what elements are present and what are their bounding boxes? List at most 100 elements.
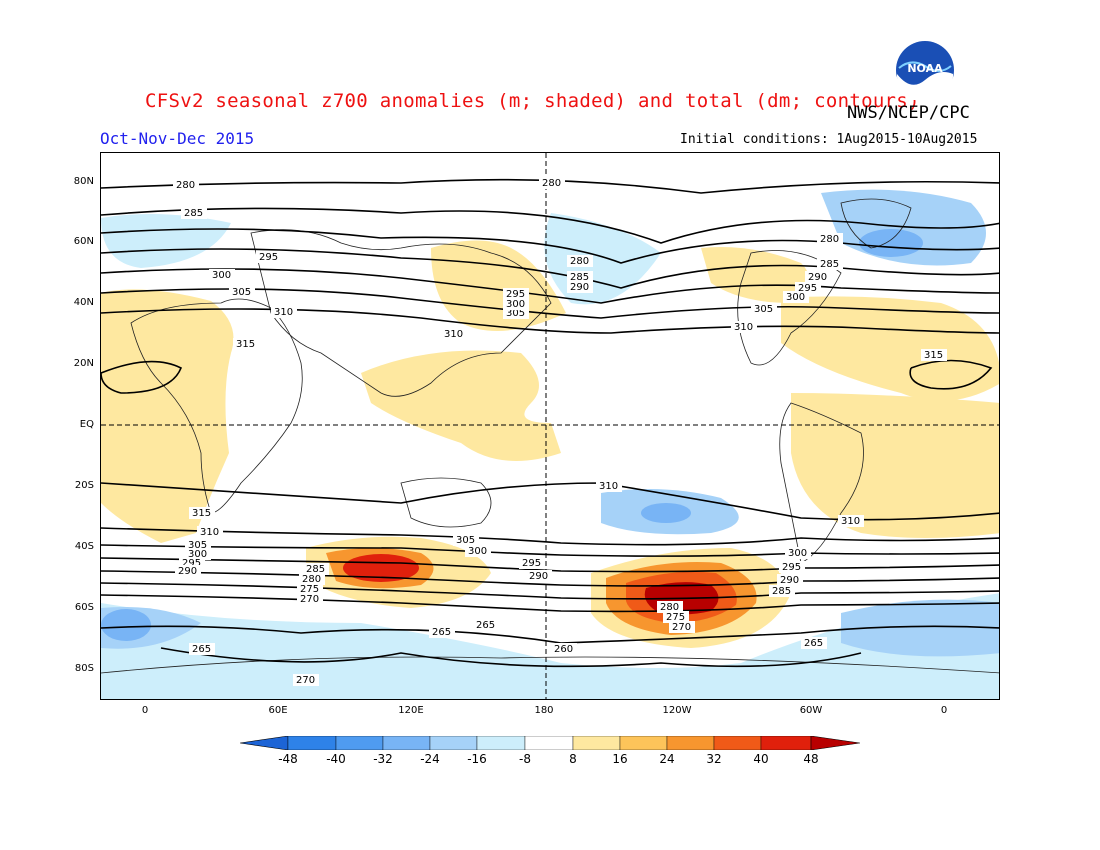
contour-label: 315 [192, 508, 211, 519]
contour-label: 305 [232, 287, 251, 298]
contour-label: 300 [506, 299, 525, 310]
colorbar-bin [713, 735, 762, 751]
contour-label: 300 [786, 292, 805, 303]
anomaly-south-pacific-neg-core [641, 503, 691, 523]
contour-label: 285 [820, 259, 839, 270]
contour-label: 300 [788, 548, 807, 559]
anomaly-north-pacific [701, 247, 809, 303]
contour-labels: 280 285 295 300 305 310 315 310 305 300 … [173, 177, 947, 686]
map-title: CFSv2 seasonal z700 anomalies (m; shaded… [145, 90, 920, 112]
noaa-logo-text: NOAA [907, 62, 943, 75]
contour-label: 285 [184, 208, 203, 219]
lon-label-120w: 120W [662, 705, 692, 716]
lon-label-0-west: 0 [141, 705, 149, 716]
colorbar-label: -8 [519, 752, 531, 766]
lat-label-60n: 60N [73, 236, 94, 247]
anomaly-west-pacific [361, 350, 561, 461]
contour-label: 310 [444, 329, 463, 340]
lat-label-40s: 40S [74, 541, 94, 552]
colorbar-label: 40 [753, 752, 769, 766]
lat-label-60s: 60S [74, 602, 94, 613]
contour-label: 290 [808, 272, 827, 283]
contour-label: 265 [192, 644, 211, 655]
contour-label: 285 [306, 564, 325, 575]
contour-label: 285 [772, 586, 791, 597]
contour-label: 305 [506, 308, 525, 319]
lat-label-20n: 20N [73, 358, 94, 369]
anomaly-antarctic-west-core [101, 609, 151, 641]
contour-label: 295 [522, 558, 541, 569]
contour-label: 280 [176, 180, 195, 191]
colorbar-bin [572, 735, 621, 751]
contour-label: 310 [841, 516, 860, 527]
lat-label-80n: 80N [73, 176, 94, 187]
colorbar-label: 24 [659, 752, 675, 766]
colorbar-label: -16 [467, 752, 487, 766]
colorbar-arrow-right [810, 735, 861, 751]
colorbar-bin [287, 735, 337, 751]
initial-conditions-label: Initial conditions: 1Aug2015-10Aug2015 [680, 132, 978, 147]
contour-label: 290 [529, 571, 548, 582]
anomaly-east-asia [431, 240, 566, 331]
contour-label: 275 [300, 584, 319, 595]
anomaly-south-america [791, 393, 999, 538]
contour-label: 310 [274, 307, 293, 318]
colorbar-bin [476, 735, 526, 751]
contour-label: 270 [300, 594, 319, 605]
contour-label: 265 [476, 620, 495, 631]
contour-label: 305 [754, 304, 773, 315]
contour-label: 280 [820, 234, 839, 245]
contour-label: 315 [924, 350, 943, 361]
height-contours [101, 178, 999, 668]
contour-label: 280 [542, 178, 561, 189]
anomaly-north-atlantic [781, 296, 999, 401]
colorbar-bin [429, 735, 478, 751]
map-panel: 280 285 295 300 305 310 315 310 305 300 … [100, 152, 1000, 700]
lon-label-120e: 120E [398, 705, 424, 716]
colorbar-label: -24 [420, 752, 440, 766]
contour-label: 315 [236, 339, 255, 350]
contour-label: 295 [259, 252, 278, 263]
colorbar-label: 16 [612, 752, 628, 766]
colorbar-bin [335, 735, 384, 751]
lat-label-eq: EQ [79, 419, 94, 430]
contour-label: 295 [182, 558, 201, 569]
colorbar-bin [666, 735, 715, 751]
agency-label: NWS/NCEP/CPC [847, 103, 970, 123]
anomaly-colorbar [239, 735, 861, 751]
colorbar-bin [619, 735, 668, 751]
lon-label-60w: 60W [799, 705, 823, 716]
anomaly-antarctic-belt [101, 593, 999, 699]
lon-label-60e: 60E [268, 705, 288, 716]
noaa-logo: NOAA [895, 40, 955, 104]
contour-label: 310 [599, 481, 618, 492]
contour-label: 295 [782, 562, 801, 573]
contour-label: 290 [780, 575, 799, 586]
colorbar-bin [524, 735, 574, 751]
season-label: Oct-Nov-Dec 2015 [100, 129, 255, 148]
contour-label: 280 [660, 602, 679, 613]
anomaly-map: 280 285 295 300 305 310 315 310 305 300 … [101, 153, 999, 699]
lat-label-40n: 40N [73, 297, 94, 308]
colorbar-bin [760, 735, 812, 751]
contour-label: 300 [188, 549, 207, 560]
contour-label: 265 [804, 638, 823, 649]
contour-label: 300 [212, 270, 231, 281]
anomaly-south-indian-inner [343, 554, 419, 582]
anomaly-north-atlantic-west-neg [101, 214, 231, 268]
contour-label: 265 [432, 627, 451, 638]
contour-label: 290 [570, 282, 589, 293]
colorbar-label: 8 [569, 752, 577, 766]
contour-label: 270 [672, 622, 691, 633]
contour-label: 275 [666, 612, 685, 623]
anomaly-antarctic-east [841, 599, 999, 657]
contour-label: 285 [570, 272, 589, 283]
colorbar-arrow-left [239, 735, 289, 751]
anomaly-greenland-core [859, 229, 923, 257]
contour-label: 270 [296, 675, 315, 686]
colorbar-bin [382, 735, 431, 751]
coastlines [101, 198, 999, 674]
contour-label: 310 [200, 527, 219, 538]
anomaly-north-africa [101, 289, 234, 543]
lon-label-180: 180 [534, 705, 554, 716]
